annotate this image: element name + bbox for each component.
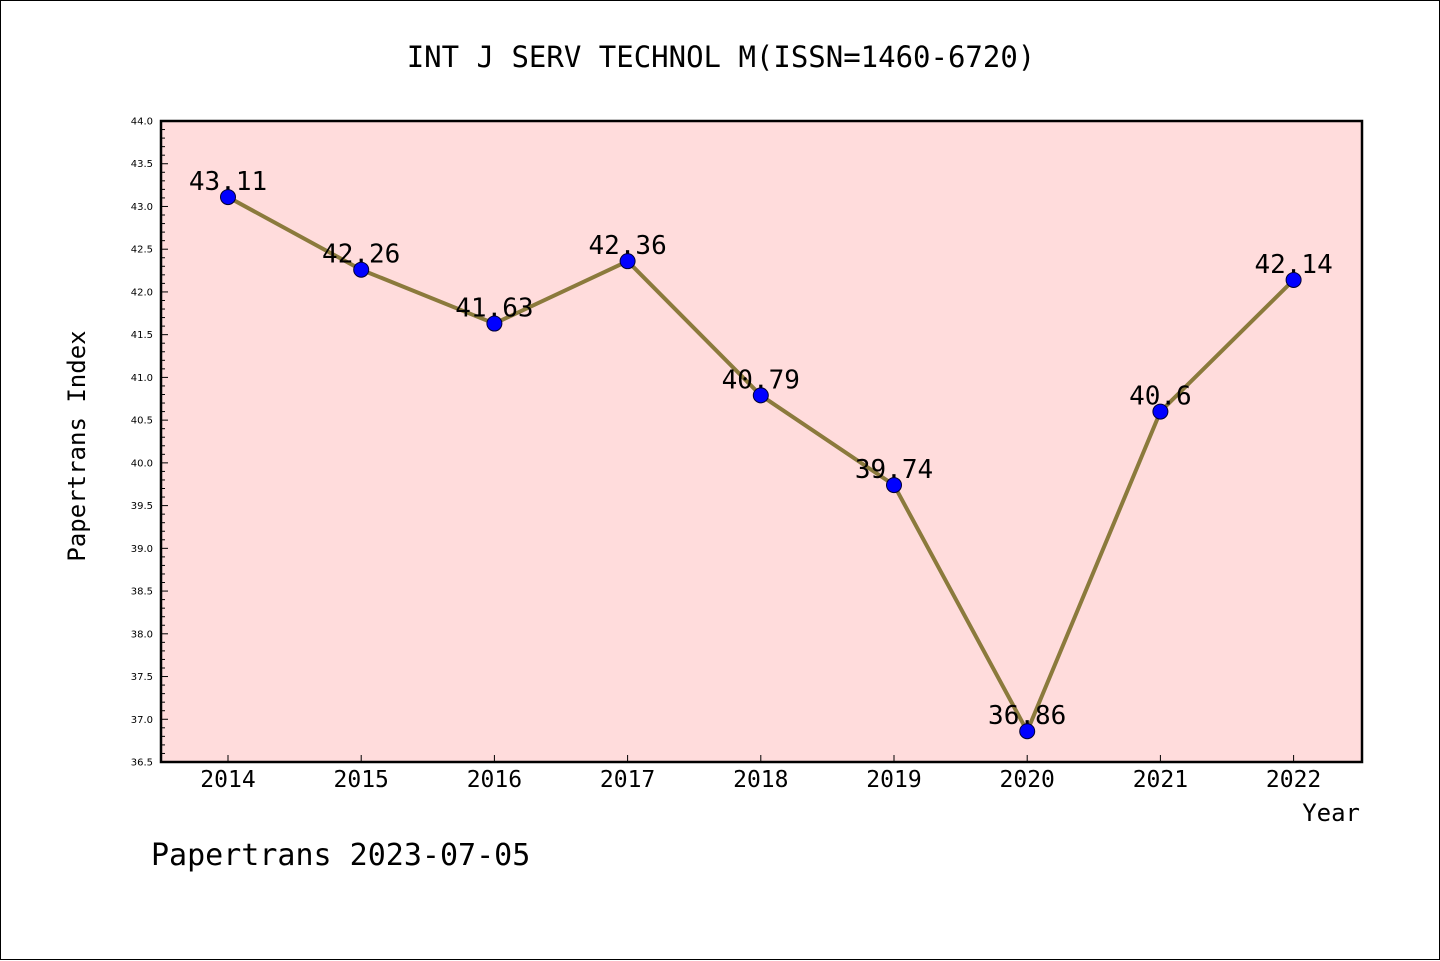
y-tick-label: 44.0 — [131, 117, 153, 128]
data-point — [220, 189, 236, 206]
data-point — [1152, 403, 1169, 420]
y-axis-label: Papertrans Index — [63, 330, 91, 561]
data-point — [353, 261, 370, 278]
y-tick-label: 41.5 — [131, 330, 153, 341]
x-tick-label: 2018 — [733, 767, 788, 793]
data-point — [752, 387, 769, 404]
data-point — [1019, 723, 1036, 740]
y-tick-label: 42.5 — [131, 245, 153, 256]
y-tick-label: 43.5 — [131, 159, 153, 170]
data-point — [619, 253, 636, 270]
y-tick-label: 39.0 — [131, 544, 153, 555]
plot-area — [161, 121, 1362, 762]
y-tick-label: 43.0 — [131, 202, 153, 213]
x-tick-label: 2016 — [467, 767, 522, 793]
x-tick-label: 2017 — [600, 767, 655, 793]
x-tick-label: 2021 — [1133, 767, 1188, 793]
data-point — [486, 315, 503, 332]
y-tick-label: 37.5 — [131, 672, 153, 683]
y-tick-label: 38.5 — [131, 587, 153, 598]
data-point — [1285, 271, 1302, 288]
series-group: 43.1142.2641.6342.3640.7939.7436.8640.64… — [189, 167, 1333, 740]
plot-frame — [159, 119, 1364, 764]
x-tick-label: 2019 — [866, 767, 921, 793]
y-tick-label: 40.0 — [131, 458, 153, 469]
y-tick-label: 37.0 — [131, 715, 153, 726]
y-tick-label: 40.5 — [131, 416, 153, 427]
y-tick-label: 41.0 — [131, 373, 153, 384]
chart-title: INT J SERV TECHNOL M(ISSN=1460-6720) — [407, 40, 1036, 74]
y-tick-label: 42.0 — [131, 287, 153, 298]
data-point — [886, 477, 902, 494]
x-axis-label: Year — [1302, 799, 1360, 827]
x-tick-label: 2022 — [1266, 767, 1321, 793]
x-tick-label: 2020 — [1000, 767, 1055, 793]
x-tick-label: 2014 — [200, 767, 255, 793]
y-tick-label: 36.5 — [131, 758, 153, 769]
x-axis: 2014 2015 2016 2017 2018 2019 2020 2021 2022 — [200, 755, 1321, 793]
x-tick-label: 2015 — [334, 767, 389, 793]
y-tick-label: 39.5 — [131, 501, 153, 512]
y-tick-label: 38.0 — [131, 629, 153, 640]
footer-date-label: Papertrans 2023-07-05 — [151, 838, 530, 873]
